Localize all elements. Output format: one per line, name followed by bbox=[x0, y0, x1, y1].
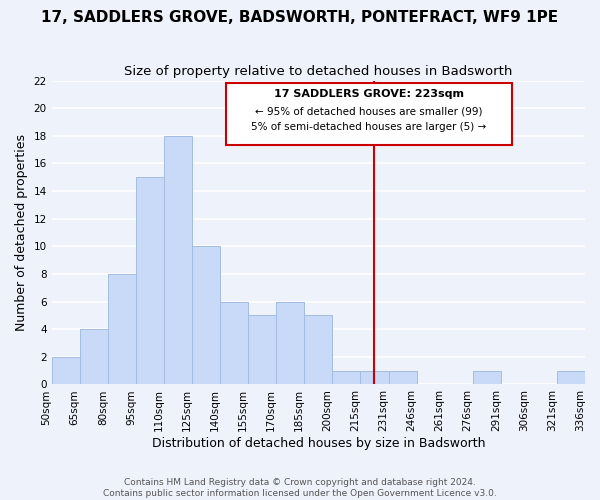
Bar bbox=[108, 274, 136, 384]
Bar bbox=[80, 329, 108, 384]
Y-axis label: Number of detached properties: Number of detached properties bbox=[15, 134, 28, 331]
Bar bbox=[361, 370, 389, 384]
Title: Size of property relative to detached houses in Badsworth: Size of property relative to detached ho… bbox=[124, 65, 512, 78]
Bar bbox=[332, 370, 361, 384]
Bar bbox=[389, 370, 416, 384]
Text: ← 95% of detached houses are smaller (99): ← 95% of detached houses are smaller (99… bbox=[255, 107, 482, 117]
Bar bbox=[276, 302, 304, 384]
FancyBboxPatch shape bbox=[226, 84, 512, 146]
Text: 17, SADDLERS GROVE, BADSWORTH, PONTEFRACT, WF9 1PE: 17, SADDLERS GROVE, BADSWORTH, PONTEFRAC… bbox=[41, 10, 559, 25]
Bar bbox=[164, 136, 192, 384]
X-axis label: Distribution of detached houses by size in Badsworth: Distribution of detached houses by size … bbox=[152, 437, 485, 450]
Text: Contains HM Land Registry data © Crown copyright and database right 2024.
Contai: Contains HM Land Registry data © Crown c… bbox=[103, 478, 497, 498]
Bar bbox=[248, 316, 276, 384]
Bar bbox=[557, 370, 585, 384]
Bar bbox=[304, 316, 332, 384]
Bar bbox=[473, 370, 501, 384]
Bar bbox=[220, 302, 248, 384]
Text: 17 SADDLERS GROVE: 223sqm: 17 SADDLERS GROVE: 223sqm bbox=[274, 89, 464, 99]
Text: 5% of semi-detached houses are larger (5) →: 5% of semi-detached houses are larger (5… bbox=[251, 122, 487, 132]
Bar bbox=[136, 178, 164, 384]
Bar bbox=[52, 357, 80, 384]
Bar bbox=[192, 246, 220, 384]
